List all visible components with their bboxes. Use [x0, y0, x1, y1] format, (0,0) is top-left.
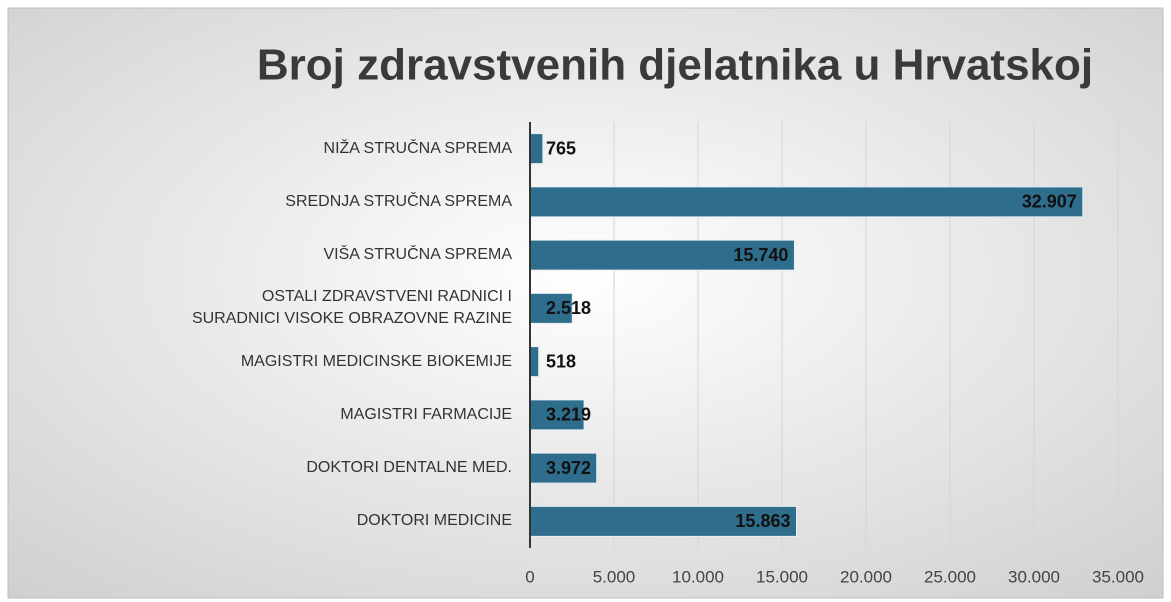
y-tick-label: NIŽA STRUČNA SPREMA	[323, 139, 512, 157]
bar	[529, 186, 1084, 218]
x-tick-label: 15.000	[756, 567, 808, 586]
bar	[529, 452, 598, 484]
background	[7, 7, 1164, 599]
bar	[529, 505, 797, 537]
y-tick-label: SREDNJA STRUČNA SPREMA	[285, 192, 512, 210]
y-tick-label: OSTALI ZDRAVSTVENI RADNICI I SURADNICI V…	[191, 288, 512, 328]
bar	[529, 133, 544, 165]
y-tick-label: DOKTORI DENTALNE MED.	[306, 459, 512, 477]
x-tick-label: 10.000	[672, 567, 724, 586]
data-label: 3.972	[546, 458, 591, 478]
data-label: 2.518	[546, 298, 591, 318]
data-label: 15.863	[735, 511, 790, 531]
data-label: 518	[546, 351, 576, 371]
x-tick-label: 25.000	[924, 567, 976, 586]
bar	[529, 346, 540, 378]
bar	[529, 292, 573, 324]
y-tick-label: DOKTORI MEDICINE	[356, 512, 512, 530]
chart-title: Broj zdravstvenih djelatnika u Hrvatskoj	[257, 41, 1093, 90]
x-tick-label: 20.000	[840, 567, 892, 586]
x-tick-label: 0	[525, 567, 534, 586]
bar	[529, 239, 795, 271]
x-tick-label: 5.000	[593, 567, 636, 586]
y-tick-label: MAGISTRI FARMACIJE	[340, 405, 512, 423]
y-tick-label: VIŠA STRUČNA SPREMA	[323, 246, 513, 264]
y-tick-label: MAGISTRI MEDICINSKE BIOKEMIJE	[240, 352, 512, 370]
data-label: 3.219	[546, 405, 591, 425]
data-label: 765	[546, 138, 576, 158]
x-tick-label: 35.000	[1092, 567, 1144, 586]
x-tick-label: 30.000	[1008, 567, 1060, 586]
data-label: 15.740	[733, 245, 788, 265]
data-label: 32.907	[1022, 192, 1077, 212]
